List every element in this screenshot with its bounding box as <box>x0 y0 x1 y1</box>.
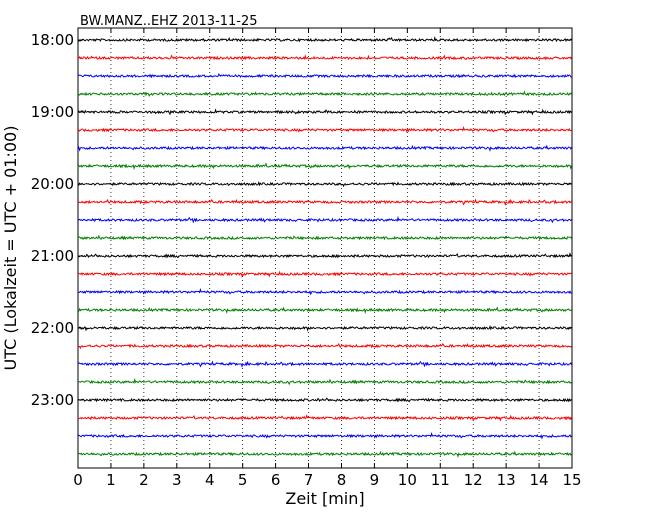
trace-14 <box>78 288 572 296</box>
trace-18 <box>77 360 573 368</box>
trace-22 <box>77 432 572 440</box>
trace-5 <box>77 126 572 133</box>
seismic-traces <box>77 36 573 458</box>
vertical-grid <box>110 28 540 468</box>
x-tick-label-6: 6 <box>271 471 281 489</box>
x-tick-label-13: 13 <box>497 471 516 489</box>
trace-15 <box>77 306 572 315</box>
trace-8 <box>77 180 572 188</box>
x-tick-label-15: 15 <box>562 471 581 489</box>
trace-9 <box>77 198 572 206</box>
x-tick-label-8: 8 <box>337 471 347 489</box>
trace-16 <box>77 324 572 332</box>
x-tick-label-1: 1 <box>106 471 116 489</box>
y-tick-label-0: 18:00 <box>31 31 74 49</box>
trace-6 <box>77 144 573 152</box>
trace-21 <box>77 414 573 422</box>
y-axis-ticks: 18:00 19:00 20:00 21:00 22:00 23:00 <box>31 31 572 409</box>
x-tick-label-11: 11 <box>431 471 450 489</box>
y-axis-label: UTC (Lokalzeit = UTC + 01:00) <box>1 126 20 371</box>
trace-1 <box>77 54 573 61</box>
chart-title: BW.MANZ..EHZ 2013-11-25 <box>80 14 258 29</box>
trace-2 <box>77 72 572 79</box>
trace-11 <box>77 234 573 241</box>
x-tick-label-9: 9 <box>370 471 380 489</box>
trace-10 <box>77 215 572 224</box>
x-tick-label-14: 14 <box>530 471 549 489</box>
y-tick-label-2: 20:00 <box>31 175 74 193</box>
trace-19 <box>77 377 572 386</box>
trace-0 <box>77 36 572 43</box>
y-tick-label-5: 23:00 <box>31 391 74 409</box>
trace-17 <box>77 342 572 350</box>
x-tick-label-0: 0 <box>73 471 83 489</box>
trace-4 <box>77 108 573 116</box>
trace-12 <box>77 252 572 259</box>
x-axis-label: Zeit [min] <box>285 489 364 508</box>
y-tick-label-3: 21:00 <box>31 247 74 265</box>
trace-7 <box>77 162 573 171</box>
trace-23 <box>77 450 572 458</box>
x-tick-label-4: 4 <box>205 471 215 489</box>
x-tick-label-10: 10 <box>398 471 417 489</box>
y-tick-label-1: 19:00 <box>31 103 74 121</box>
y-tick-label-4: 22:00 <box>31 319 74 337</box>
x-tick-label-2: 2 <box>139 471 149 489</box>
plot-frame <box>77 27 573 469</box>
x-tick-label-12: 12 <box>464 471 483 489</box>
x-tick-label-5: 5 <box>238 471 248 489</box>
x-tick-label-3: 3 <box>172 471 182 489</box>
trace-20 <box>77 397 572 403</box>
x-axis-ticks: 0 1 2 3 4 5 6 7 8 9 10 11 12 13 14 15 <box>73 28 582 489</box>
x-tick-label-7: 7 <box>304 471 314 489</box>
trace-13 <box>78 270 572 278</box>
trace-3 <box>77 90 572 97</box>
